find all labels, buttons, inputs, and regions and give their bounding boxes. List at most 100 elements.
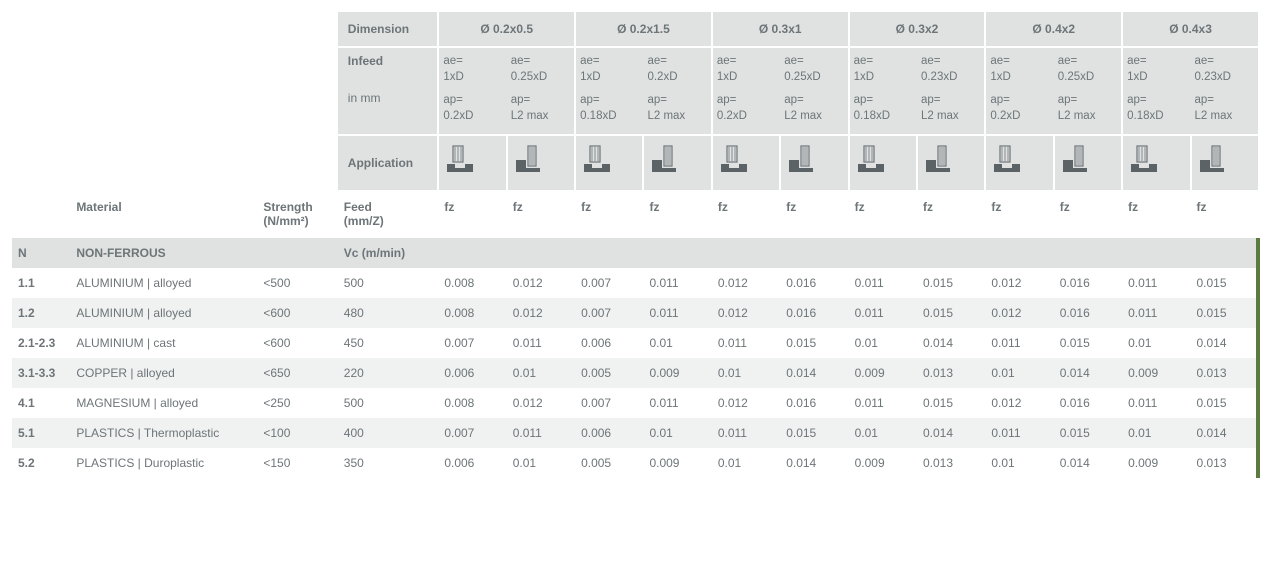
ap-3-1: ap=L2 max: [917, 91, 985, 135]
row-value: 0.005: [575, 358, 643, 388]
row-material: ALUMINIUM | cast: [70, 328, 257, 358]
dimension-label: Dimension: [338, 12, 439, 47]
app-icon-side-3: [917, 135, 985, 190]
table-row: 1.2ALUMINIUM | alloyed<6004800.0080.0120…: [12, 298, 1259, 328]
ap-4-0: ap=0.2xD: [985, 91, 1053, 135]
row-value: 0.015: [1191, 298, 1260, 328]
row-value: 0.015: [917, 388, 985, 418]
row-value: 0.007: [575, 388, 643, 418]
row-code: 1.1: [12, 268, 70, 298]
row-value: 0.006: [575, 418, 643, 448]
infeed-ae-row: Infeed ae=1xD ae=0.25xD ae=1xD ae=0.2xD …: [12, 47, 1259, 91]
app-icon-side-4: [1054, 135, 1122, 190]
side-milling-icon: [787, 144, 817, 177]
fz-4: fz: [712, 190, 780, 238]
slot-milling-icon: [856, 144, 886, 177]
row-value: 0.007: [438, 418, 506, 448]
dim-1: Ø 0.2x1.5: [575, 12, 712, 47]
row-value: 0.014: [1191, 418, 1260, 448]
row-value: 0.011: [985, 418, 1053, 448]
row-value: 0.012: [985, 298, 1053, 328]
section-row: N NON-FERROUS Vc (m/min): [12, 238, 1259, 268]
infeed-label-2: in mm: [338, 91, 439, 135]
row-value: 0.011: [643, 268, 711, 298]
row-value: 0.011: [849, 388, 917, 418]
row-value: 0.012: [712, 268, 780, 298]
slot-milling-icon: [719, 144, 749, 177]
row-code: 2.1-2.3: [12, 328, 70, 358]
table-row: 5.2PLASTICS | Duroplastic<1503500.0060.0…: [12, 448, 1259, 478]
ae-1-0: ae=1xD: [575, 47, 643, 91]
strength-header: Strength(N/mm²): [257, 190, 337, 238]
row-value: 0.012: [712, 298, 780, 328]
app-icon-slot-5: [1122, 135, 1190, 190]
app-icon-side-2: [780, 135, 848, 190]
row-value: 0.007: [575, 298, 643, 328]
fz-10: fz: [1122, 190, 1190, 238]
row-vc: 220: [338, 358, 439, 388]
table-row: 5.1PLASTICS | Thermoplastic<1004000.0070…: [12, 418, 1259, 448]
ap-5-0: ap=0.18xD: [1122, 91, 1190, 135]
ap-1-1: ap=L2 max: [643, 91, 711, 135]
dimension-row: Dimension Ø 0.2x0.5 Ø 0.2x1.5 Ø 0.3x1 Ø …: [12, 12, 1259, 47]
row-strength: <500: [257, 268, 337, 298]
side-milling-icon: [514, 144, 544, 177]
row-code: 3.1-3.3: [12, 358, 70, 388]
fz-0: fz: [438, 190, 506, 238]
dim-4: Ø 0.4x2: [985, 12, 1122, 47]
row-strength: <100: [257, 418, 337, 448]
row-value: 0.006: [575, 328, 643, 358]
row-value: 0.006: [438, 448, 506, 478]
row-value: 0.011: [643, 298, 711, 328]
row-value: 0.014: [917, 328, 985, 358]
row-code: 5.1: [12, 418, 70, 448]
row-value: 0.012: [507, 298, 575, 328]
row-value: 0.009: [643, 358, 711, 388]
ae-4-1: ae=0.25xD: [1054, 47, 1122, 91]
slot-milling-icon: [445, 144, 475, 177]
row-value: 0.01: [849, 328, 917, 358]
row-value: 0.014: [1054, 448, 1122, 478]
row-value: 0.008: [438, 298, 506, 328]
row-value: 0.015: [917, 298, 985, 328]
row-value: 0.015: [1191, 388, 1260, 418]
row-value: 0.016: [780, 268, 848, 298]
row-value: 0.011: [643, 388, 711, 418]
row-strength: <250: [257, 388, 337, 418]
feed-header: Feed(mm/Z): [338, 190, 439, 238]
ap-2-0: ap=0.2xD: [712, 91, 780, 135]
row-value: 0.011: [1122, 268, 1190, 298]
row-value: 0.016: [780, 298, 848, 328]
ap-1-0: ap=0.18xD: [575, 91, 643, 135]
row-value: 0.012: [712, 388, 780, 418]
row-value: 0.012: [507, 388, 575, 418]
row-value: 0.01: [507, 448, 575, 478]
app-icon-slot-4: [985, 135, 1053, 190]
table-row: 2.1-2.3ALUMINIUM | cast<6004500.0070.011…: [12, 328, 1259, 358]
app-icon-side-1: [643, 135, 711, 190]
row-material: PLASTICS | Thermoplastic: [70, 418, 257, 448]
row-value: 0.01: [712, 448, 780, 478]
app-icon-slot-0: [438, 135, 506, 190]
row-strength: <650: [257, 358, 337, 388]
row-value: 0.01: [1122, 328, 1190, 358]
table-row: 4.1MAGNESIUM | alloyed<2505000.0080.0120…: [12, 388, 1259, 418]
row-value: 0.013: [1191, 358, 1260, 388]
accent-bar: [1256, 238, 1260, 478]
row-value: 0.014: [917, 418, 985, 448]
row-value: 0.01: [985, 448, 1053, 478]
fz-3: fz: [643, 190, 711, 238]
row-vc: 480: [338, 298, 439, 328]
application-row: Application: [12, 135, 1259, 190]
row-value: 0.01: [643, 418, 711, 448]
row-value: 0.011: [507, 418, 575, 448]
ae-1-1: ae=0.2xD: [643, 47, 711, 91]
row-value: 0.015: [1054, 418, 1122, 448]
app-icon-slot-2: [712, 135, 780, 190]
fz-6: fz: [849, 190, 917, 238]
row-value: 0.008: [438, 268, 506, 298]
ap-3-0: ap=0.18xD: [849, 91, 917, 135]
row-value: 0.015: [917, 268, 985, 298]
row-vc: 450: [338, 328, 439, 358]
vc-label: Vc (m/min): [338, 238, 439, 268]
